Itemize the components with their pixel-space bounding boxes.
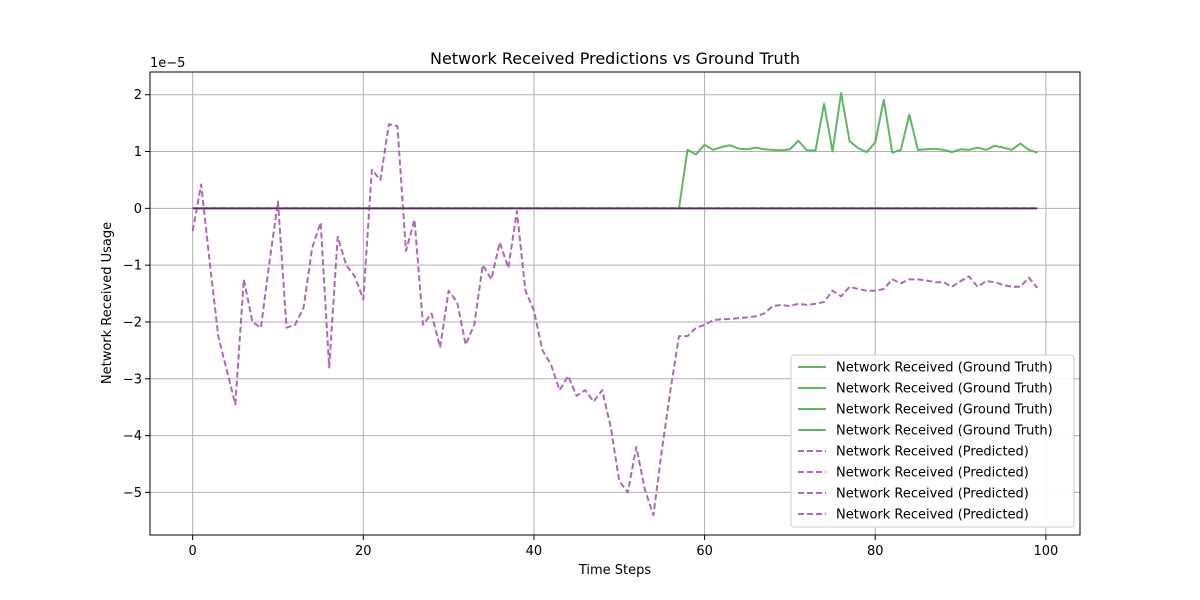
x-tick-label: 100 xyxy=(1033,544,1058,559)
legend-label: Network Received (Ground Truth) xyxy=(836,424,1053,439)
chart-title: Network Received Predictions vs Ground T… xyxy=(430,49,800,68)
y-tick-label: −2 xyxy=(123,315,142,330)
y-tick-label: 0 xyxy=(134,202,142,217)
x-tick-label: 60 xyxy=(696,544,713,559)
series-layer xyxy=(191,92,1039,517)
y-offset-label: 1e−5 xyxy=(150,56,185,71)
grid-layer xyxy=(150,72,1080,535)
legend-label: Network Received (Ground Truth) xyxy=(836,403,1053,418)
predicted-series-line xyxy=(191,123,1039,517)
y-tick-label: 1 xyxy=(134,145,142,160)
legend: Network Received (Ground Truth) Network R… xyxy=(790,354,1075,528)
legend-label: Network Received (Predicted) xyxy=(836,487,1029,502)
y-tick-label: 2 xyxy=(134,88,142,103)
y-tick-label: −5 xyxy=(123,486,142,501)
y-tick-label: −4 xyxy=(123,429,142,444)
plot-frame xyxy=(149,71,1081,536)
legend-label: Network Received (Predicted) xyxy=(836,508,1029,523)
x-tick-label: 40 xyxy=(526,544,543,559)
legend-label: Network Received (Ground Truth) xyxy=(836,382,1053,397)
y-ticks-layer: 2 1 0 −1 −2 −3 −4 −5 xyxy=(123,88,150,501)
legend-label: Network Received (Predicted) xyxy=(836,466,1029,481)
y-tick-label: −3 xyxy=(123,372,142,387)
legend-box xyxy=(790,354,1075,528)
legend-label: Network Received (Predicted) xyxy=(836,445,1029,460)
x-tick-label: 20 xyxy=(355,544,372,559)
x-tick-label: 80 xyxy=(867,544,884,559)
x-ticks-layer: 0 20 40 60 80 100 xyxy=(189,535,1058,559)
legend-label: Network Received (Ground Truth) xyxy=(836,361,1053,376)
x-axis-label: Time Steps xyxy=(578,563,652,578)
x-tick-label: 0 xyxy=(189,544,197,559)
y-tick-label: −1 xyxy=(123,259,142,274)
y-axis-label: Network Received Usage xyxy=(100,222,115,384)
